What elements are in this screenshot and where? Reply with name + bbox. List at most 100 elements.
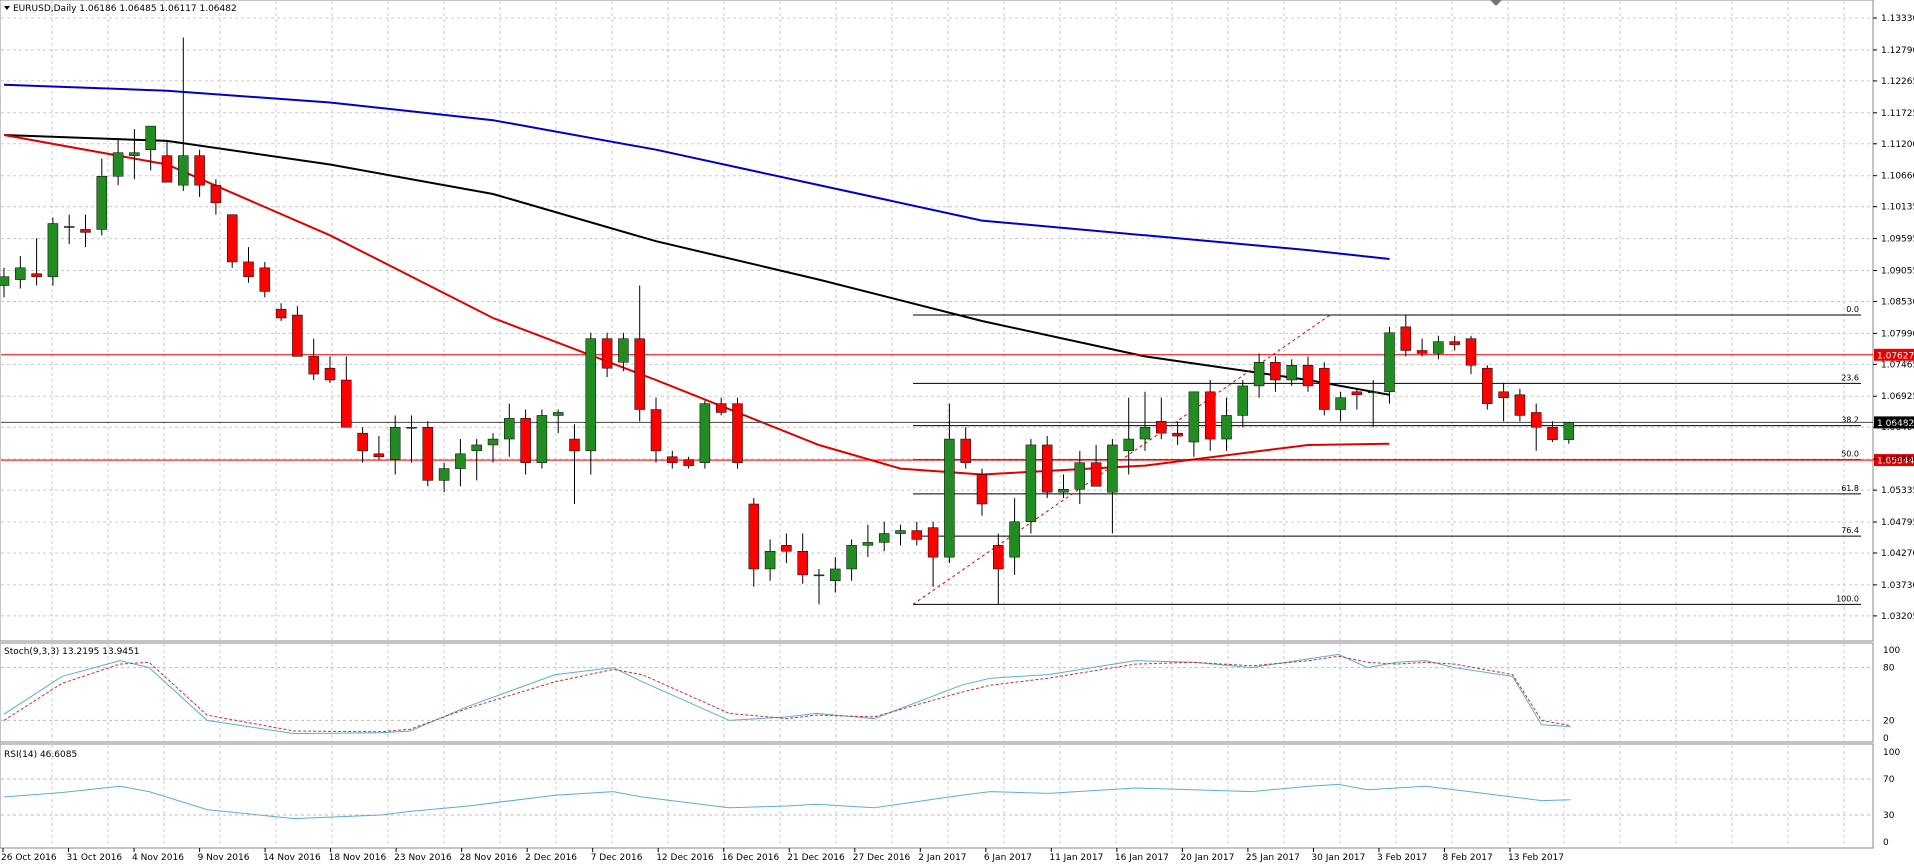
price-tick-label: 1.03730 (1881, 581, 1914, 591)
candle-bull (504, 418, 515, 440)
stochastic-lines (3, 653, 1571, 735)
candle-bull (178, 155, 189, 186)
candle-bear (1465, 338, 1477, 366)
candle-bull (862, 542, 874, 546)
chevron-down-icon[interactable] (4, 6, 10, 10)
date-label: 12 Dec 2016 (656, 853, 714, 863)
fib-level-label: 38.2 (1841, 416, 1859, 425)
candle-bear (341, 379, 352, 428)
candle-bull (846, 545, 857, 570)
candle-bear (781, 545, 792, 552)
ma-blue-line (3, 83, 1390, 260)
candle-bull (389, 426, 401, 460)
candle-bear (569, 438, 580, 452)
rsi-pane[interactable] (0, 743, 1874, 849)
candle-bear (748, 503, 760, 570)
horizontal-lines[interactable]: 1.07627 1.05844 1.06482 (1, 348, 1914, 467)
candle-bull (536, 415, 548, 463)
candle-bull (1074, 462, 1086, 490)
candle-bear (1400, 326, 1412, 351)
candle-bear (31, 273, 42, 277)
candle-bear (324, 367, 336, 381)
candle-bear (243, 261, 254, 277)
candle-bull (1286, 364, 1297, 381)
candle-bear (1319, 367, 1330, 410)
candle-bear (1498, 391, 1509, 398)
stoch-signal-line (3, 655, 1571, 733)
horizontal-line-label-bg (1874, 348, 1914, 361)
fib-level-label: 0.0 (1846, 305, 1859, 314)
candle-bear (634, 338, 645, 410)
date-label: 6 Jan 2017 (984, 853, 1032, 863)
scroll-marker-icon[interactable] (1490, 0, 1502, 6)
date-axis: 26 Oct 2016 31 Oct 2016 4 Nov 2016 9 Nov 20… (1, 848, 1564, 863)
candle-bear (422, 426, 434, 481)
candle-bull (406, 426, 417, 429)
date-label: 31 Oct 2016 (67, 853, 123, 863)
candle-bull (129, 152, 140, 156)
main-header: EURUSD,Daily 1.06186 1.06485 1.06117 1.0… (13, 4, 237, 14)
price-tick-label: 1.11200 (1881, 140, 1914, 150)
candle-bear (683, 459, 694, 466)
price-tick-label: 1.07990 (1881, 329, 1914, 339)
price-tick-label: 1.09055 (1881, 266, 1914, 276)
candle-bear (1156, 421, 1167, 434)
date-label: 20 Jan 2017 (1180, 853, 1234, 863)
candle-bear (226, 214, 238, 263)
candle-bull (1058, 488, 1069, 493)
candle-bull (618, 338, 629, 363)
candle-bull (1188, 391, 1200, 443)
candle-bear (194, 155, 205, 186)
candle-bull (1563, 422, 1575, 440)
candle-bear (650, 409, 662, 452)
candle-bear (797, 550, 808, 576)
date-label: 2 Dec 2016 (525, 853, 577, 863)
candle-bear (993, 545, 1004, 570)
candle-bear (373, 453, 385, 458)
candle-bull (1139, 426, 1151, 440)
candle-bear (1204, 391, 1216, 440)
ma-red-line (3, 134, 1390, 476)
date-label: 7 Dec 2016 (591, 853, 643, 863)
candle-bear (911, 530, 923, 540)
date-label: 21 Dec 2016 (787, 853, 845, 863)
date-label: 14 Nov 2016 (263, 853, 321, 863)
candle-bear (732, 403, 743, 463)
price-tick-label: 1.10660 (1881, 172, 1914, 182)
date-label: 9 Nov 2016 (198, 853, 250, 863)
horizontal-line-label: 1.05844 (1877, 457, 1914, 467)
candle-bull (1335, 397, 1346, 410)
candle-bull (112, 152, 124, 177)
candle-bull (699, 403, 711, 463)
price-tick-label: 1.06925 (1881, 392, 1914, 402)
current-price-label: 1.06482 (1877, 419, 1914, 429)
candle-bear (308, 356, 319, 375)
rsi-tick-label: 100 (1883, 748, 1900, 758)
fib-level-label: 61.8 (1841, 484, 1859, 493)
stochastic-pane[interactable] (0, 642, 1874, 743)
date-label: 16 Dec 2016 (722, 853, 780, 863)
horizontal-line-label-bg (1874, 454, 1914, 467)
candles (0, 37, 1575, 605)
price-tick-label: 1.04795 (1881, 518, 1914, 528)
current-price-label-bg (1874, 416, 1914, 429)
candle-bear (520, 418, 531, 463)
date-label: 27 Dec 2016 (853, 853, 911, 863)
stoch-main-line (3, 653, 1571, 735)
candle-bull (813, 574, 825, 577)
candle-bull (1025, 444, 1037, 522)
date-label: 3 Feb 2017 (1377, 853, 1427, 863)
fib-level-label: 100.0 (1836, 594, 1859, 603)
candle-bull (63, 226, 75, 228)
rsi-tick-label: 70 (1883, 775, 1895, 785)
stoch-header: Stoch(9,3,3) 13.2195 13.9451 (4, 647, 139, 657)
price-tick-label: 1.03205 (1881, 612, 1914, 622)
horizontal-line-label: 1.07627 (1877, 351, 1914, 361)
candle-bull (1367, 391, 1379, 394)
candle-bull (830, 568, 841, 582)
candle-bear (1351, 391, 1363, 396)
date-label: 2 Jan 2017 (918, 853, 966, 863)
candle-bear (161, 155, 173, 183)
price-axis: 1.13330 1.12790 1.12265 1.11725 1.11200 1.106… (1873, 14, 1914, 848)
